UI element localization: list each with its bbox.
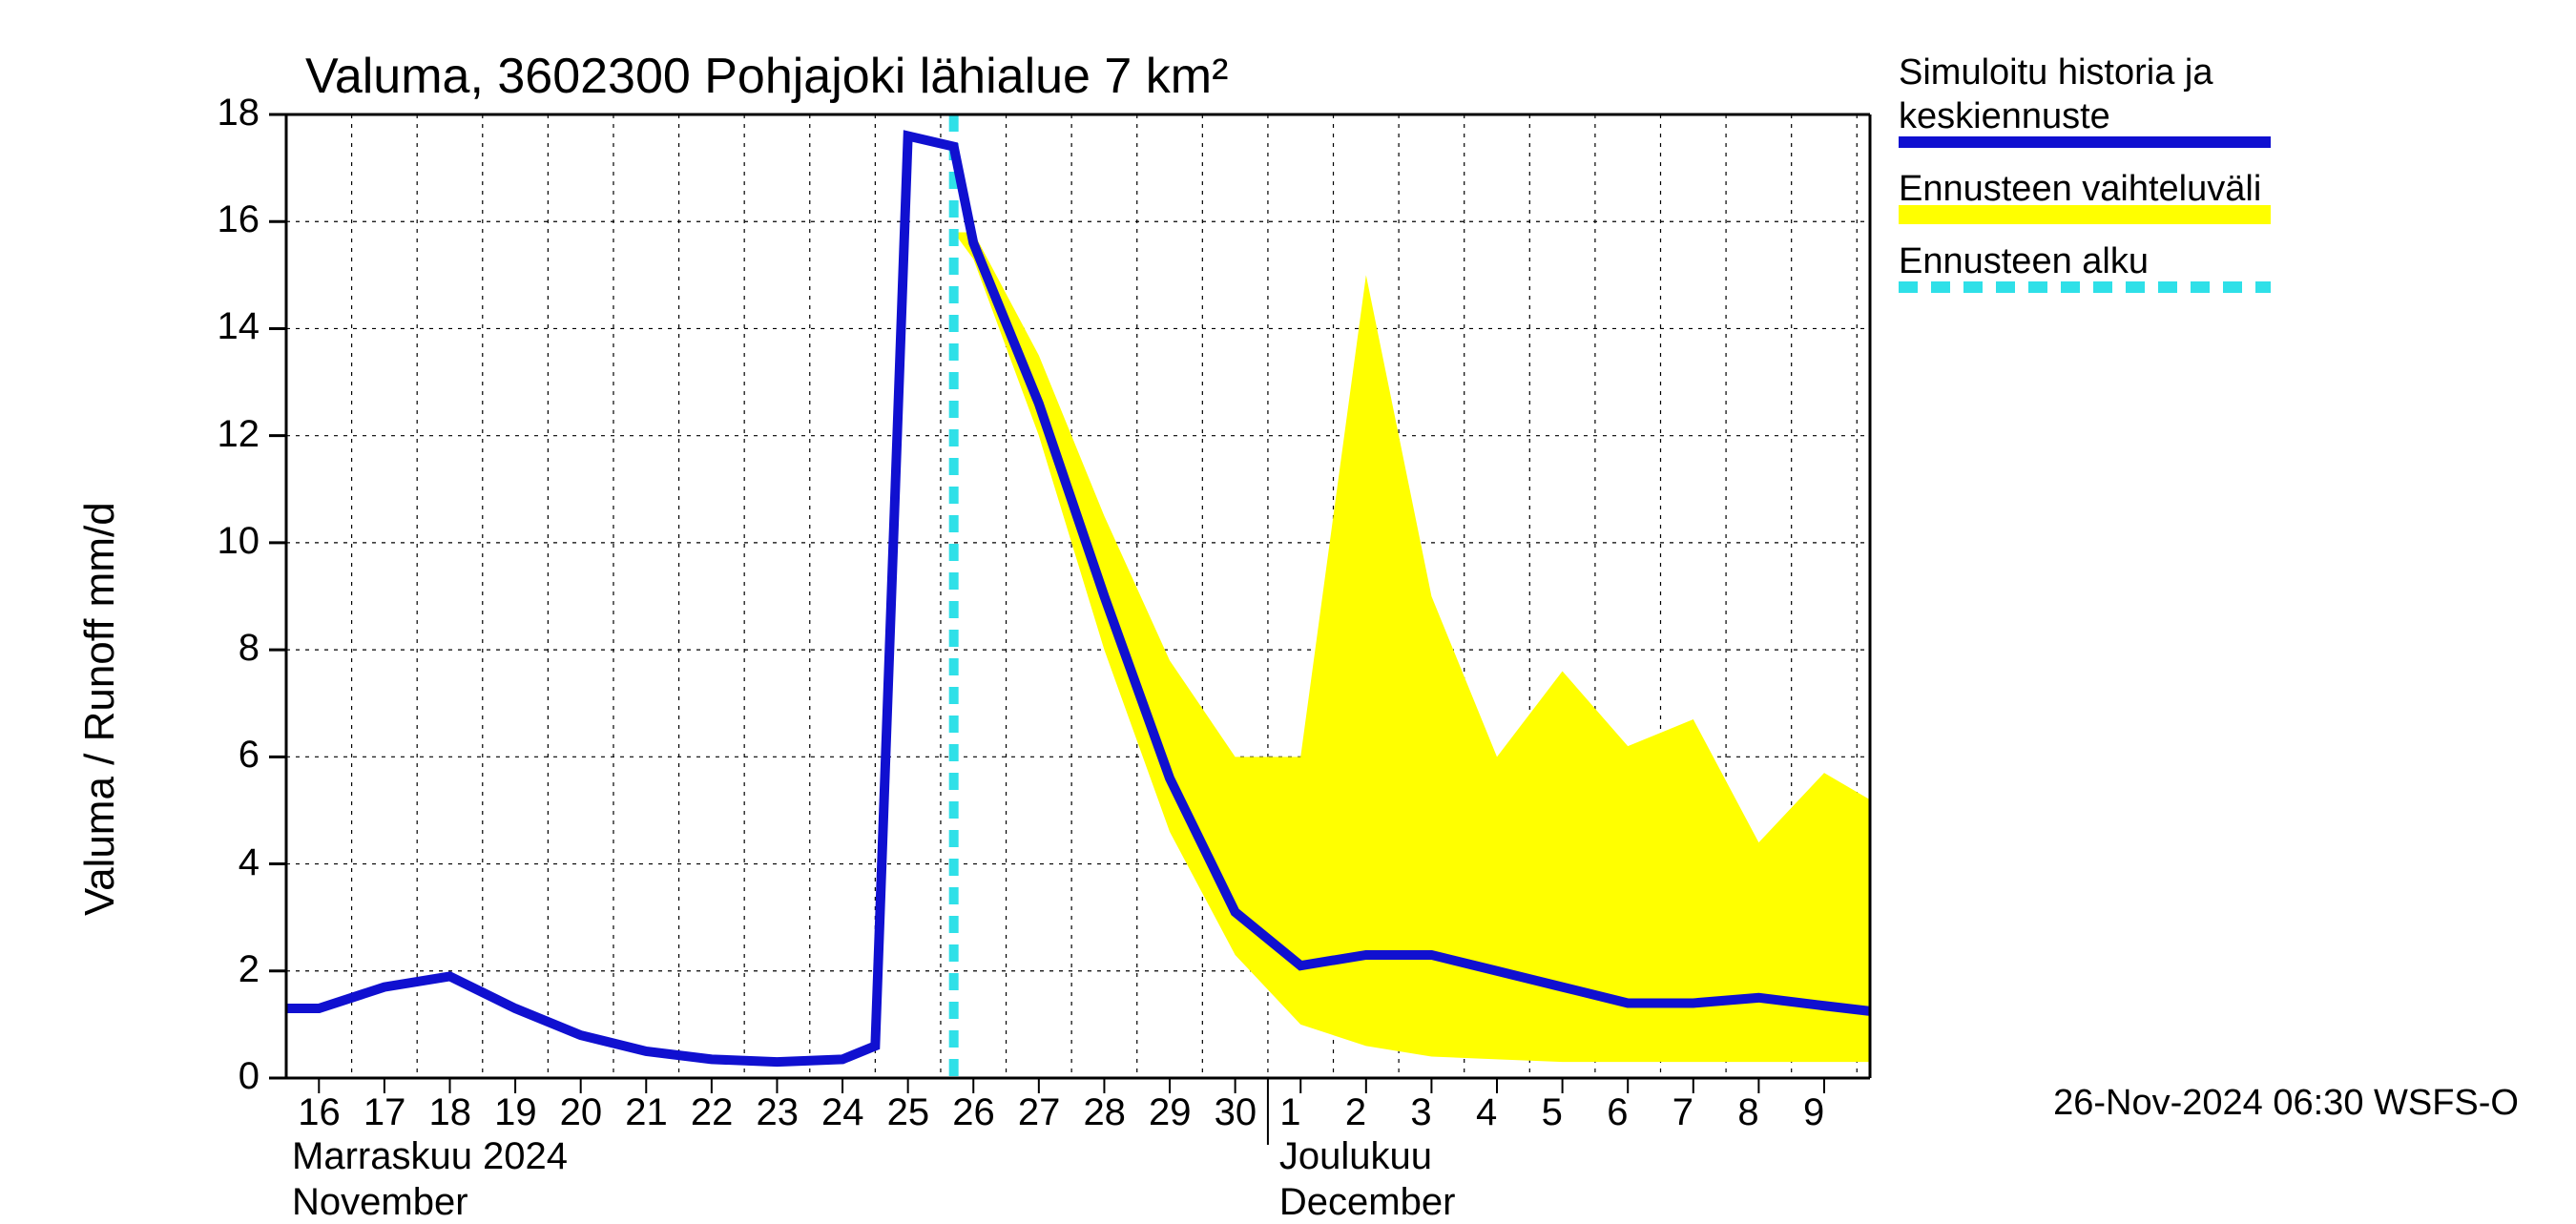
legend-label: keskiennuste [1899, 96, 2110, 137]
y-tick-label: 10 [218, 520, 260, 563]
x-tick-label: 30 [1215, 1091, 1257, 1134]
x-tick-label: 29 [1149, 1091, 1192, 1134]
x-tick-label: 27 [1018, 1091, 1061, 1134]
legend-label: Ennusteen vaihteluväli [1899, 169, 2261, 210]
x-tick-label: 21 [625, 1091, 668, 1134]
y-tick-label: 2 [239, 948, 260, 991]
x-tick-label: 23 [756, 1091, 799, 1134]
x-tick-label: 3 [1410, 1091, 1431, 1134]
month2-en: December [1279, 1181, 1456, 1224]
x-tick-label: 18 [428, 1091, 471, 1134]
month1-fi: Marraskuu 2024 [292, 1135, 568, 1178]
y-tick-label: 6 [239, 734, 260, 777]
chart-container: Valuma, 3602300 Pohjajoki lähialue 7 km²… [0, 0, 2576, 1145]
x-tick-label: 2 [1345, 1091, 1366, 1134]
footer-timestamp: 26-Nov-2024 06:30 WSFS-O [2053, 1083, 2519, 1124]
x-tick-label: 6 [1607, 1091, 1628, 1134]
y-tick-label: 16 [218, 198, 260, 241]
x-tick-label: 5 [1542, 1091, 1563, 1134]
y-tick-label: 4 [239, 841, 260, 884]
x-tick-label: 26 [952, 1091, 995, 1134]
x-tick-label: 28 [1083, 1091, 1126, 1134]
x-tick-label: 8 [1737, 1091, 1758, 1134]
x-tick-label: 7 [1672, 1091, 1693, 1134]
y-tick-label: 12 [218, 413, 260, 456]
month1-en: November [292, 1181, 468, 1224]
x-tick-label: 1 [1279, 1091, 1300, 1134]
x-tick-label: 17 [364, 1091, 406, 1134]
x-tick-label: 4 [1476, 1091, 1497, 1134]
legend-label: Ennusteen alku [1899, 241, 2149, 282]
y-tick-label: 14 [218, 305, 260, 348]
x-tick-label: 24 [821, 1091, 864, 1134]
y-tick-label: 18 [218, 92, 260, 135]
legend-label: Simuloitu historia ja [1899, 52, 2212, 93]
x-tick-label: 16 [298, 1091, 341, 1134]
x-tick-label: 25 [887, 1091, 930, 1134]
x-tick-label: 22 [691, 1091, 734, 1134]
x-tick-label: 20 [560, 1091, 603, 1134]
x-tick-label: 19 [494, 1091, 537, 1134]
y-tick-label: 8 [239, 627, 260, 670]
x-tick-label: 9 [1803, 1091, 1824, 1134]
month2-fi: Joulukuu [1279, 1135, 1432, 1178]
y-tick-label: 0 [239, 1055, 260, 1098]
